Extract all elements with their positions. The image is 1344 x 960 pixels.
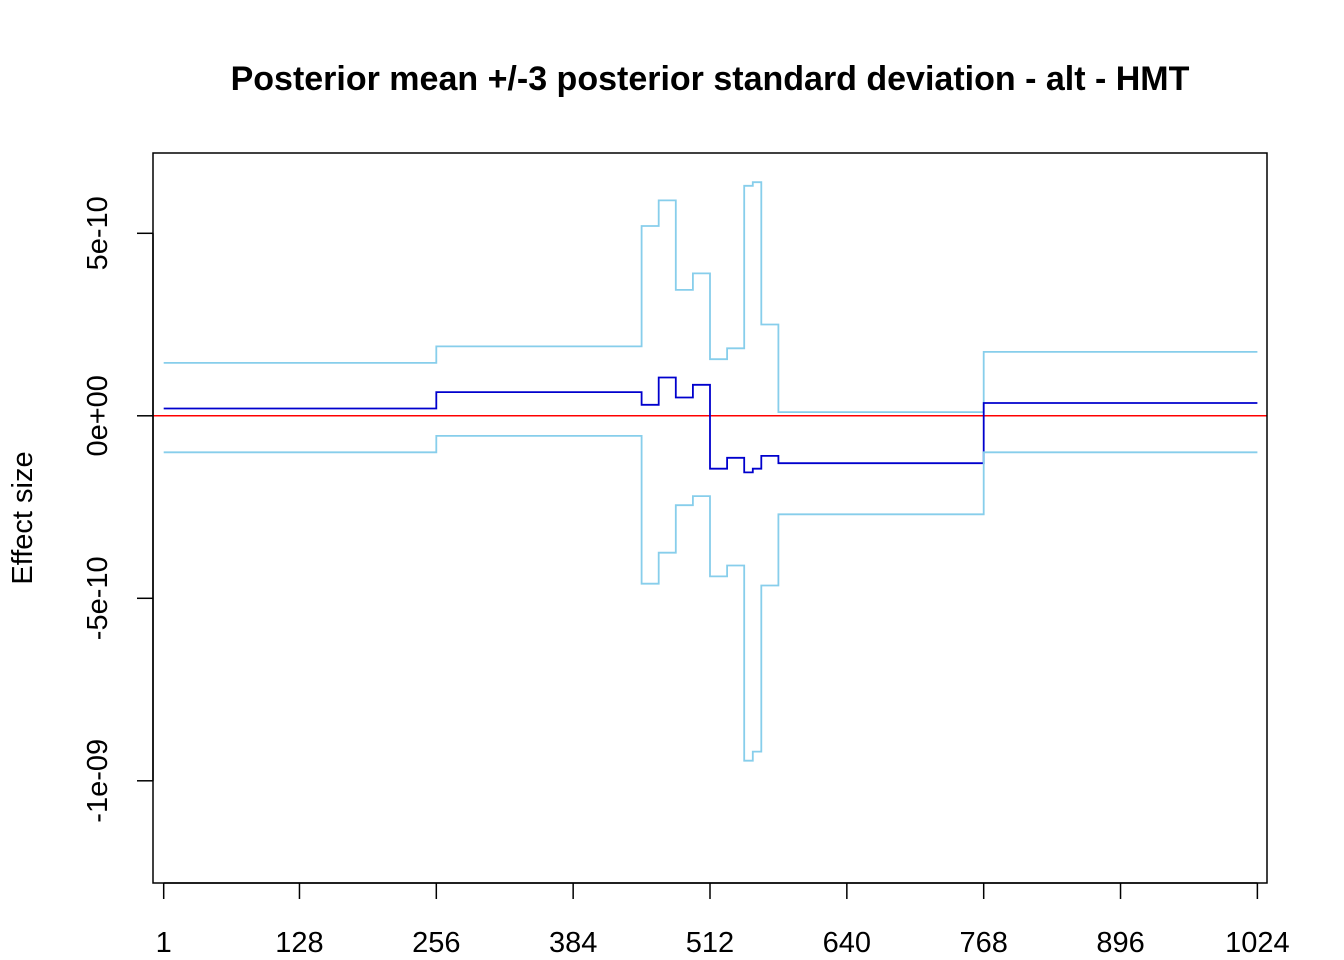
y-tick-label: 5e-10	[82, 196, 114, 270]
x-tick-label: 1	[156, 927, 172, 959]
y-axis: -1e-09 -5e-10 0e+00 5e-10	[82, 196, 154, 823]
x-tick-label: 384	[549, 927, 597, 959]
y-tick-label: -1e-09	[82, 739, 114, 823]
plot-frame	[152, 152, 1268, 884]
plot-area	[153, 181, 1267, 762]
x-tick-label: 768	[959, 927, 1007, 959]
series-line-lower	[163, 435, 1258, 762]
series-line-mean	[163, 376, 1258, 474]
x-axis: 1 128 256 384 512 640 768 896 1024	[156, 882, 1290, 959]
y-tick-label: 0e+00	[82, 375, 114, 456]
y-axis-label: Effect size	[7, 451, 39, 584]
chart-title: Posterior mean +/-3 posterior standard d…	[231, 60, 1190, 98]
x-tick-label: 1024	[1225, 927, 1290, 959]
x-tick-label: 128	[275, 927, 323, 959]
x-tick-label: 896	[1096, 927, 1144, 959]
series-line-upper	[163, 181, 1258, 413]
y-tick-label: -5e-10	[82, 556, 114, 640]
x-tick-label: 512	[686, 927, 734, 959]
x-tick-label: 256	[412, 927, 460, 959]
x-tick-label: 640	[823, 927, 871, 959]
